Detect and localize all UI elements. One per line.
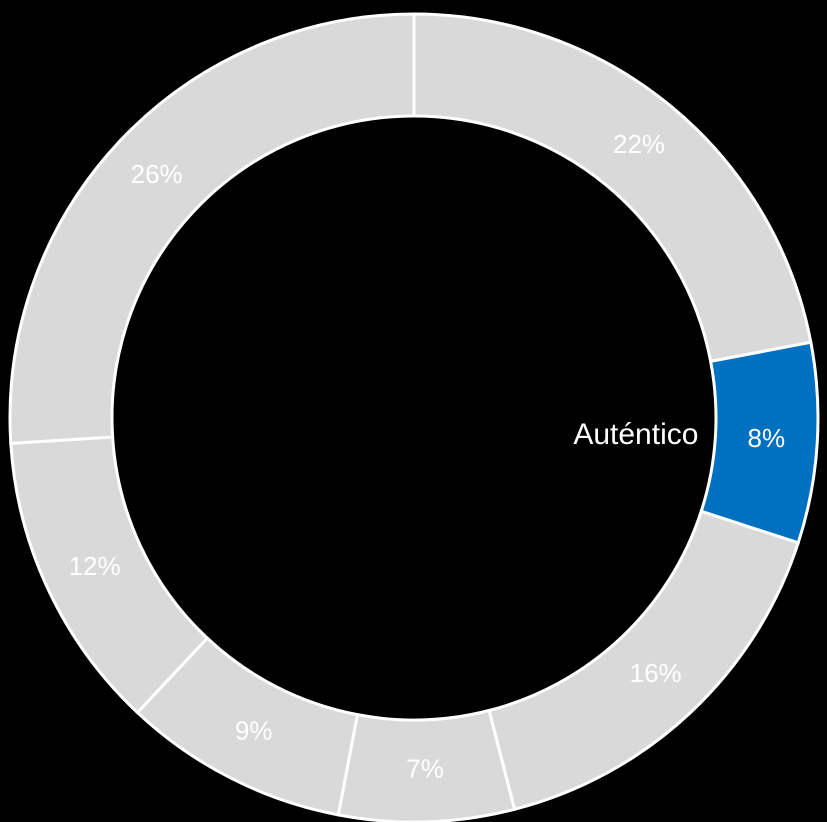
value-label: 26%	[131, 159, 183, 189]
donut-slice	[8, 12, 416, 445]
value-label: 7%	[406, 754, 444, 784]
value-label: 16%	[630, 658, 682, 688]
value-label: 22%	[613, 129, 665, 159]
value-label: 9%	[235, 715, 273, 745]
value-label: 8%	[748, 423, 786, 453]
category-label: Auténtico	[573, 418, 698, 451]
value-label: 12%	[69, 551, 121, 581]
donut-slice	[412, 12, 813, 364]
